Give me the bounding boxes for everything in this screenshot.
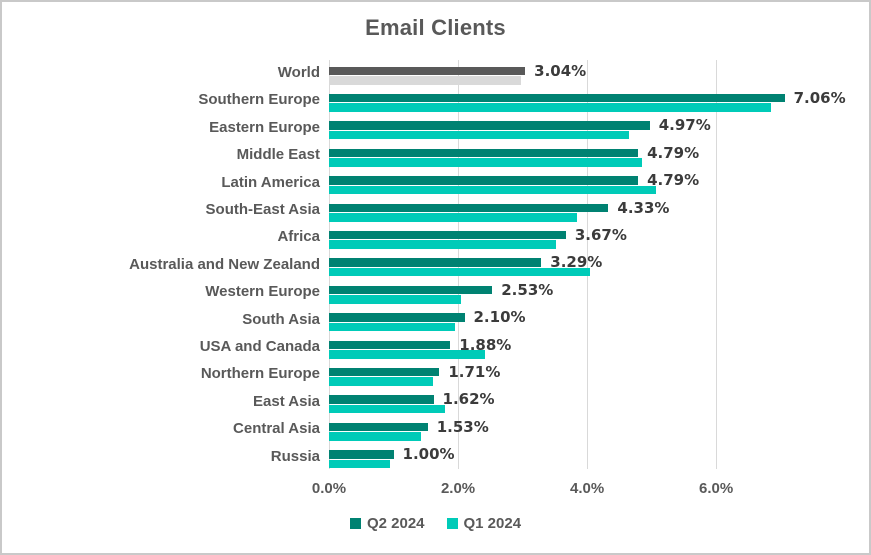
data-label: 7.06% <box>793 88 846 107</box>
data-label: 2.10% <box>473 308 526 327</box>
data-label: 1.00% <box>402 445 455 464</box>
x-tick-label: 2.0% <box>440 480 476 497</box>
bar-q1-2024 <box>329 76 522 85</box>
bar-q2-2024 <box>329 313 465 322</box>
category-label: South Asia <box>242 310 320 328</box>
bar-q1-2024 <box>329 103 772 112</box>
legend-item: Q1 2024 <box>446 515 522 532</box>
data-label: 3.67% <box>574 225 627 244</box>
category-label: USA and Canada <box>199 338 320 355</box>
bar-q1-2024 <box>329 404 445 414</box>
data-label: 3.04% <box>534 61 587 80</box>
data-label: 4.79% <box>647 143 700 162</box>
chart-title: Email Clients <box>365 15 506 40</box>
bar-q2-2024 <box>329 176 639 185</box>
category-label: World <box>277 64 320 81</box>
category-label: South-East Asia <box>205 201 320 218</box>
data-label: 4.97% <box>658 116 711 135</box>
bar-q1-2024 <box>329 213 578 222</box>
bar-q2-2024 <box>329 66 526 75</box>
bar-q1-2024 <box>329 185 656 195</box>
bar-q2-2024 <box>329 367 440 377</box>
bar-q2-2024 <box>329 395 434 404</box>
bar-q2-2024 <box>329 258 542 267</box>
bar-q2-2024 <box>329 422 428 432</box>
bar-q2-2024 <box>329 121 650 130</box>
bar-q2-2024 <box>329 340 451 349</box>
category-label: Central Asia <box>233 420 320 438</box>
bar-q2-2024 <box>329 203 609 212</box>
bar-q1-2024 <box>329 295 461 304</box>
bar-q1-2024 <box>329 350 485 359</box>
x-tick-label: 6.0% <box>699 480 734 497</box>
legend-swatch <box>349 518 361 529</box>
bar-q2-2024 <box>329 93 785 103</box>
bar-q2-2024 <box>329 148 639 158</box>
data-label: 1.88% <box>459 335 512 354</box>
bar-q1-2024 <box>329 130 630 140</box>
data-label: 1.53% <box>436 417 489 436</box>
data-label: 1.62% <box>442 390 495 409</box>
category-label: Northern Europe <box>200 365 320 383</box>
bar-q1-2024 <box>329 322 456 332</box>
legend-item: Q2 2024 <box>349 515 425 532</box>
bar-q2-2024 <box>329 230 566 240</box>
legend-label: Q2 2024 <box>366 515 425 532</box>
category-label: Eastern Europe <box>209 118 320 136</box>
x-tick-label: 0.0% <box>311 480 347 497</box>
bar-q2-2024 <box>329 450 394 459</box>
legend-label: Q1 2024 <box>463 515 522 532</box>
bar-q1-2024 <box>329 240 557 249</box>
bar-q2-2024 <box>329 285 493 295</box>
category-label: Western Europe <box>205 283 320 301</box>
x-tick-label: 4.0% <box>570 480 605 497</box>
category-label: Russia <box>270 447 320 465</box>
data-label: 4.33% <box>617 198 670 217</box>
legend-swatch <box>446 518 458 529</box>
category-label: Africa <box>277 228 320 246</box>
data-label: 4.79% <box>647 171 700 190</box>
category-label: Middle East <box>236 146 320 164</box>
data-label: 3.29% <box>550 253 603 272</box>
data-label: 1.71% <box>448 362 501 381</box>
plot-area: World 3.04% Southern Europe 7.06% Eastern Eu… <box>129 60 862 469</box>
legend: Q2 2024 Q1 2024 <box>2 515 869 532</box>
category-label: Australia and New Zealand <box>129 255 320 273</box>
bar-q1-2024 <box>329 432 422 441</box>
gridline <box>587 60 589 469</box>
bar-q1-2024 <box>329 377 433 386</box>
category-label: Latin America <box>221 173 320 191</box>
bar-q1-2024 <box>329 267 590 277</box>
category-label: Southern Europe <box>198 91 320 109</box>
category-label: East Asia <box>253 392 320 410</box>
bar-q1-2024 <box>329 158 642 167</box>
bar-q1-2024 <box>329 459 391 469</box>
data-label: 2.53% <box>501 280 554 299</box>
gridline <box>716 60 718 469</box>
